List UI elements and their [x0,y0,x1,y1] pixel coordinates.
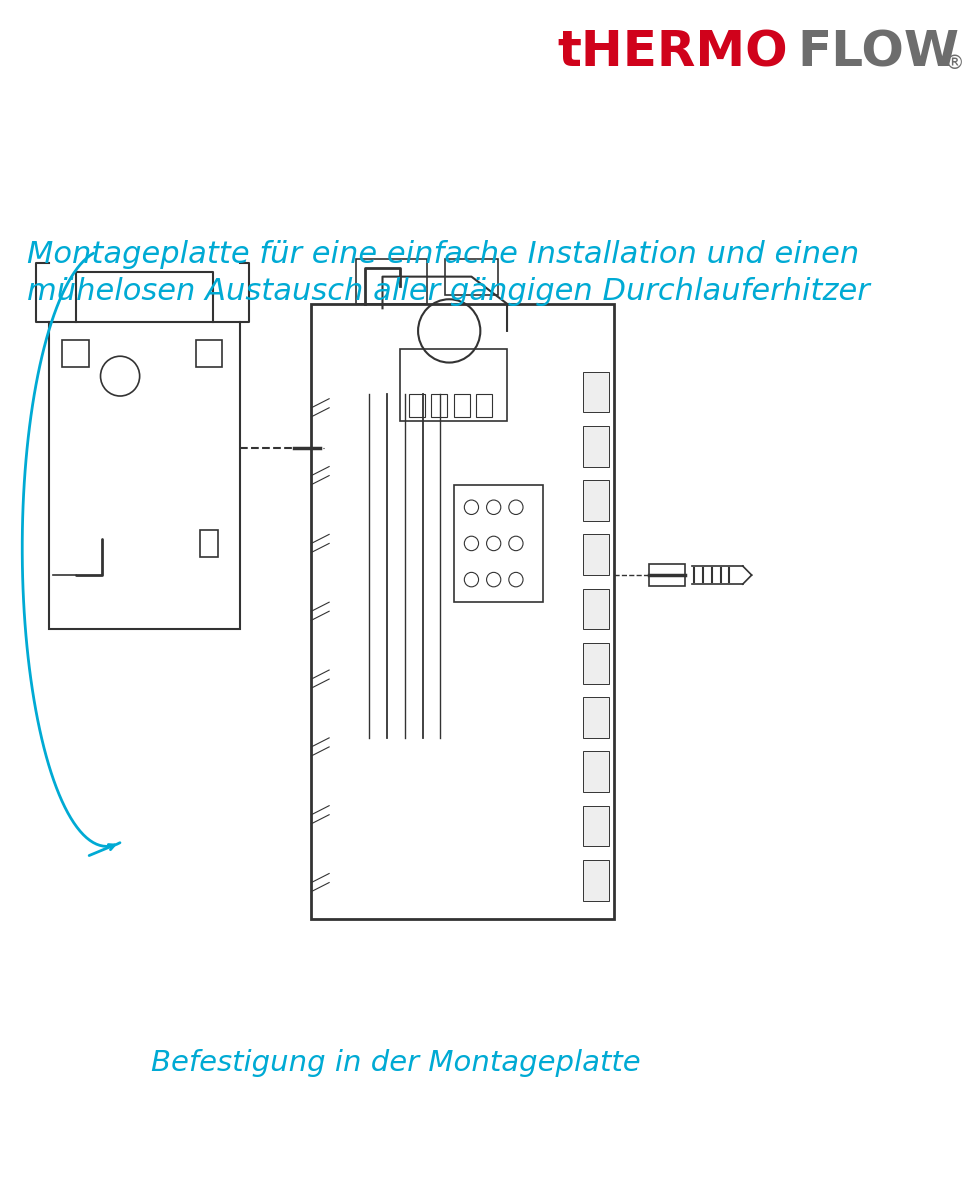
Text: Befestigung in der Montageplatte: Befestigung in der Montageplatte [151,1049,640,1077]
Bar [476,394,491,417]
Bar [649,565,684,586]
Bar [582,697,609,738]
Bar [408,394,425,417]
Bar [582,426,609,466]
Bar [200,530,218,557]
Bar [195,340,222,367]
Bar [582,642,609,684]
Bar [582,860,609,901]
Bar [445,259,497,295]
Bar [582,751,609,792]
Bar [431,394,446,417]
Bar [356,259,427,304]
Bar [49,322,240,629]
Bar [400,350,506,422]
Bar [311,304,614,919]
Bar [453,394,469,417]
Text: ®: ® [943,54,962,73]
Text: mühelosen Austausch aller gängigen Durchlauferhitzer: mühelosen Austausch aller gängigen Durch… [26,276,869,306]
Bar [63,340,89,367]
Bar [453,484,542,602]
Text: Montageplatte für eine einfache Installation und einen: Montageplatte für eine einfache Installa… [26,241,858,269]
Bar [582,588,609,629]
Bar [582,534,609,575]
Bar [582,805,609,847]
Bar [582,372,609,412]
Bar [582,481,609,521]
Text: FLOW: FLOW [796,28,958,77]
Text: tHERMO: tHERMO [557,28,787,77]
